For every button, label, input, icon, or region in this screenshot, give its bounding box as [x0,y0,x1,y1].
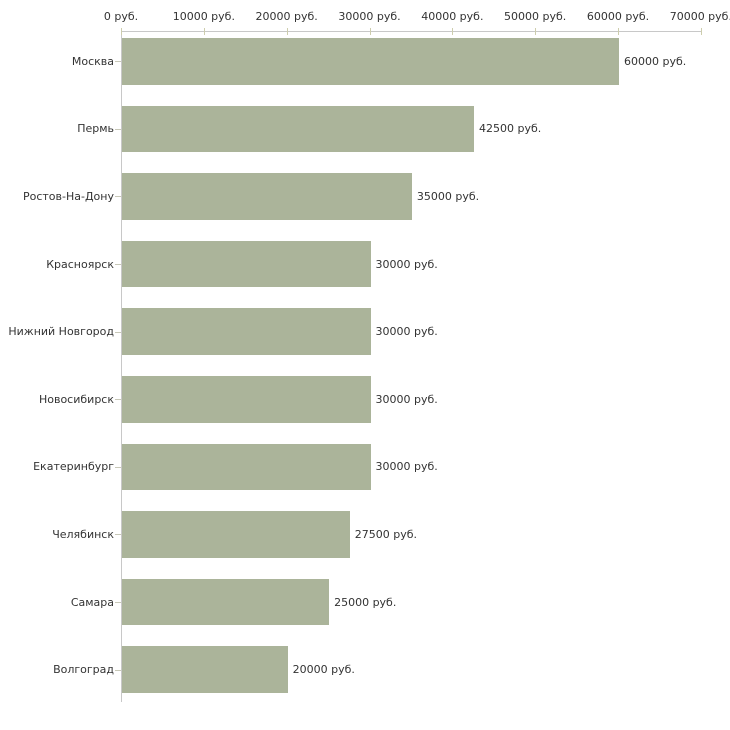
value-label: 27500 руб. [354,527,418,541]
category-tick [115,331,121,333]
x-axis-tick-label: 40000 руб. [421,10,484,23]
value-label: 20000 руб. [292,663,355,677]
category-tick [115,466,121,468]
category-label: Екатеринбург [33,460,114,474]
category-label: Новосибирск [38,392,114,406]
value-label: 42500 руб. [479,122,542,136]
category-tick [115,264,121,266]
value-label: 60000 руб. [624,54,687,68]
category-tick [115,534,121,536]
bar [122,443,371,491]
bar [122,38,619,85]
x-axis-line [121,31,702,32]
value-label: 30000 руб. [375,460,438,474]
x-axis-tick-label: 20000 руб. [255,10,318,23]
x-axis-tick-label: 30000 руб. [338,10,401,23]
x-axis-tick-label: 50000 руб. [504,10,567,23]
value-label: 35000 руб. [416,189,480,203]
category-label: Пермь [77,122,114,136]
category-label: Самара [70,595,114,609]
x-axis-tick-label: 60000 руб. [586,10,650,23]
value-label: 30000 руб. [375,257,438,271]
category-tick [115,399,121,401]
bar [122,240,371,288]
category-tick [115,128,121,130]
bar [122,308,371,355]
category-label: Нижний Новгород [8,325,114,339]
category-label: Ростов-На-Дону [22,189,114,203]
category-label: Челябинск [52,527,114,541]
bar [122,511,350,558]
value-label: 30000 руб. [375,325,438,339]
x-axis-tick [369,28,371,35]
value-label: 30000 руб. [375,392,438,406]
x-axis-tick-label: 70000 руб. [669,10,730,23]
bar [122,376,371,423]
x-axis-tick [203,28,205,35]
bar [122,105,475,153]
x-axis-tick-label: 10000 руб. [172,10,235,23]
category-tick [115,669,121,671]
category-tick [115,61,121,63]
category-tick [115,602,121,604]
y-axis-line [121,31,122,702]
bar [122,578,330,626]
category-label: Волгоград [53,663,114,677]
x-axis-tick [535,28,537,35]
x-axis-tick [452,28,454,35]
value-label: 25000 руб. [334,595,397,609]
bar [122,646,288,693]
category-tick [115,196,121,198]
x-axis-tick-label: 0 руб. [103,10,139,23]
x-axis-tick [618,28,619,35]
category-label: Красноярск [46,257,114,271]
category-label: Москва [71,54,114,68]
x-axis-tick [700,28,702,35]
x-axis-tick [121,28,122,35]
bar [122,173,412,220]
x-axis-tick [286,28,288,35]
